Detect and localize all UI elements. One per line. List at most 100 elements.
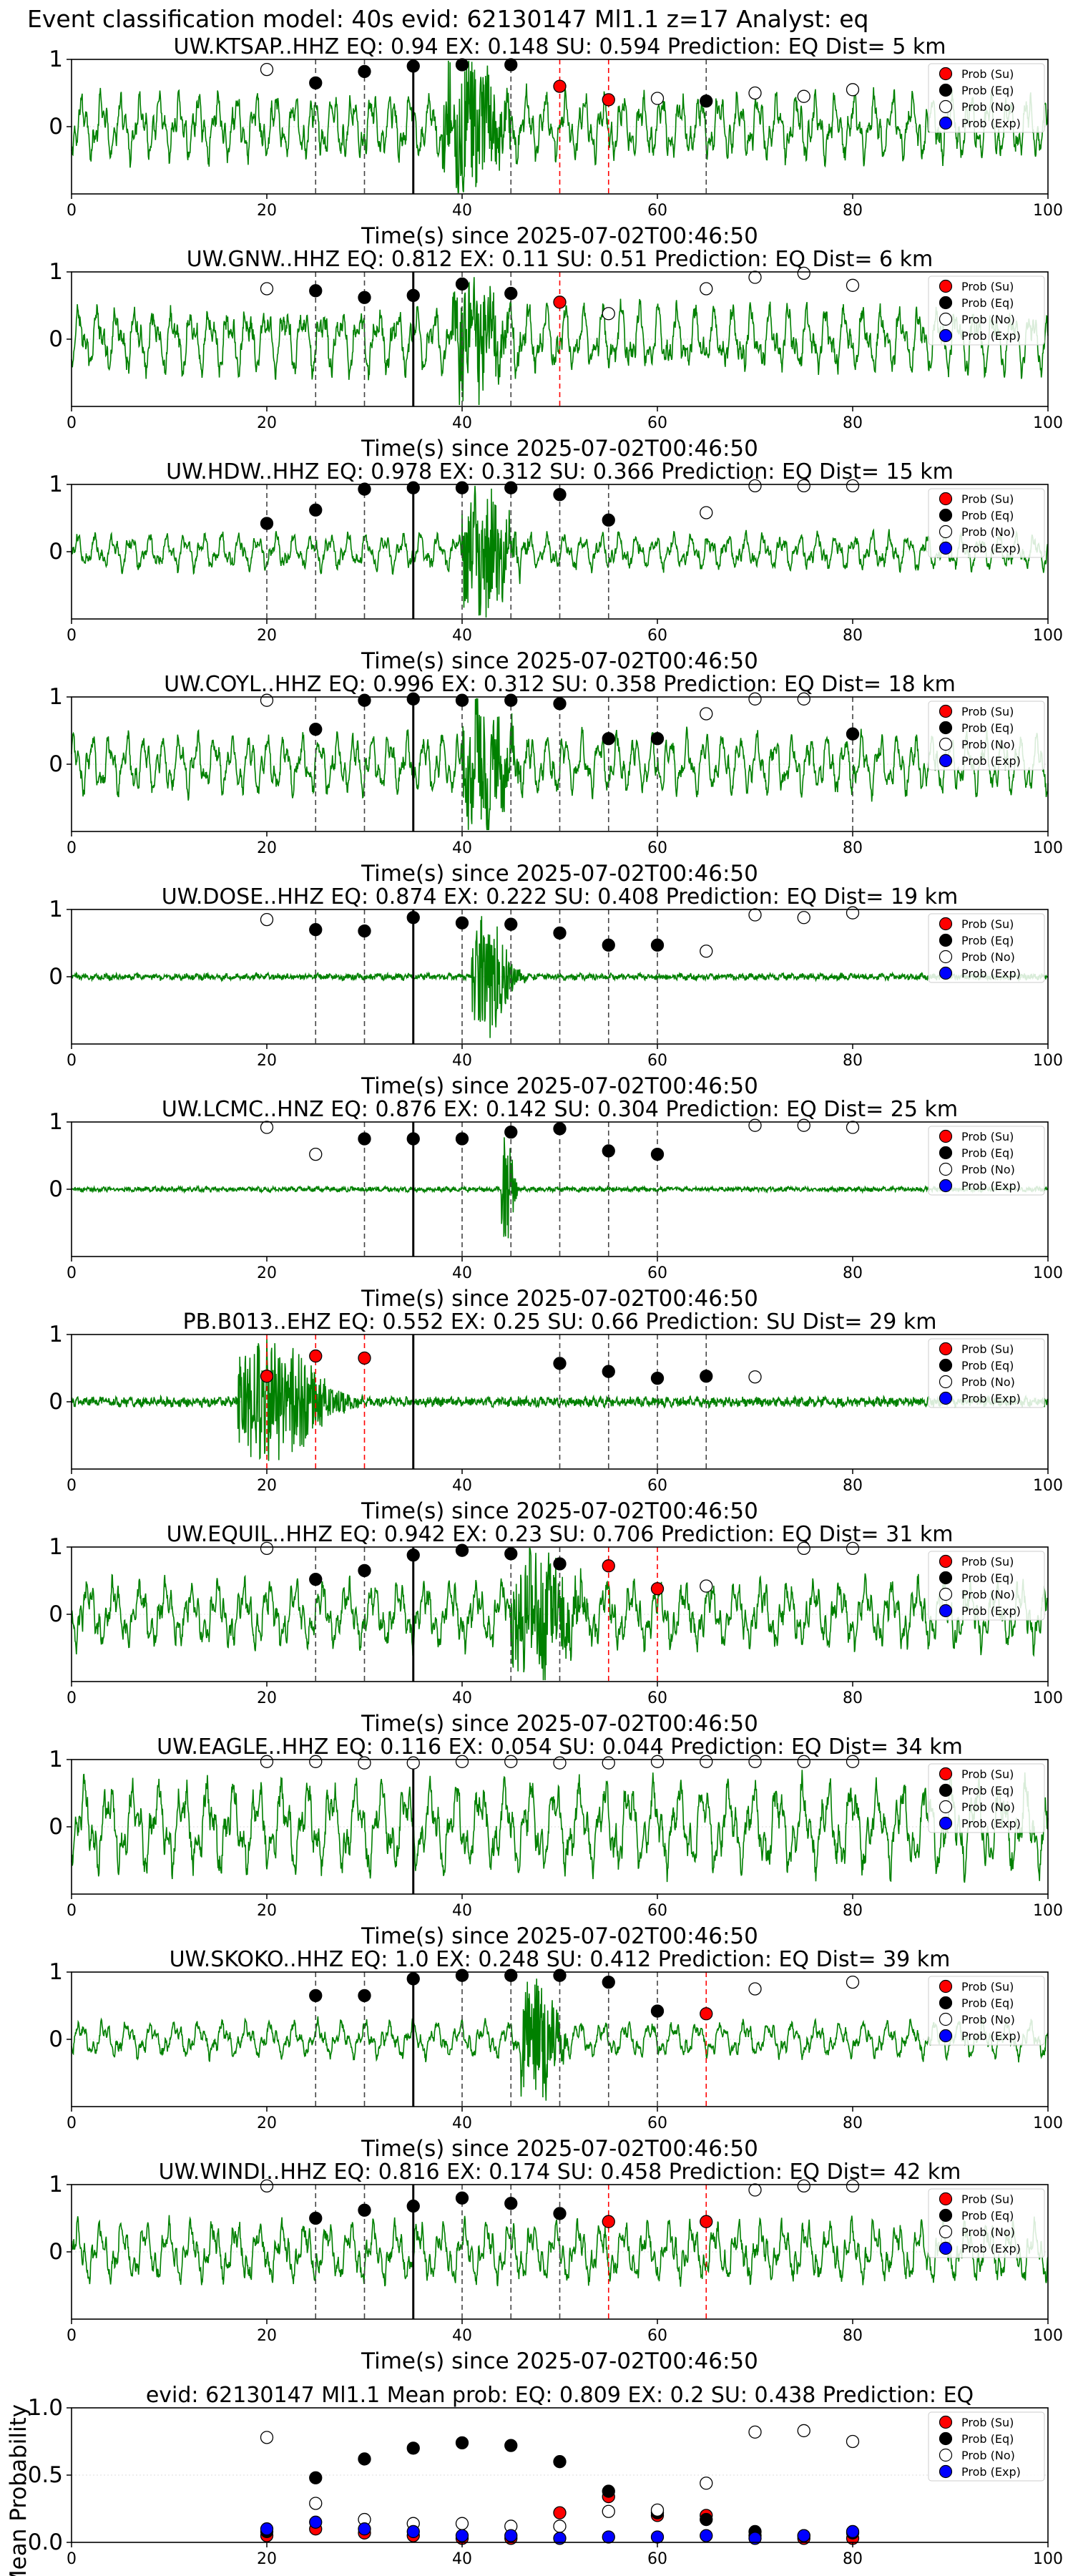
legend-marker-exp (939, 541, 953, 555)
legend-label-eq: Prob (Eq) (961, 2209, 1014, 2223)
x-tick-label: 80 (843, 1902, 863, 1920)
prob-point-eq (650, 938, 665, 952)
legend-label-exp: Prob (Exp) (961, 329, 1021, 343)
mean-point-exp (748, 2532, 762, 2545)
y-tick-label: 0 (49, 1601, 63, 1627)
station-panel-4: UW.COYL..HHZ EQ: 0.996 EX: 0.312 SU: 0.3… (49, 672, 1063, 887)
station-panel-5: UW.DOSE..HHZ EQ: 0.874 EX: 0.222 SU: 0.4… (49, 884, 1063, 1099)
prob-point-eq (406, 481, 420, 494)
x-tick-label: 0 (67, 2114, 77, 2132)
x-tick-label: 40 (452, 839, 472, 857)
legend-marker-su (939, 67, 953, 81)
prob-point-no (748, 1118, 762, 1132)
x-axis-label: Time(s) since 2025-07-02T00:46:50 (361, 1923, 758, 1949)
mean-probability-panel: evid: 62130147 Ml1.1 Mean prob: EQ: 0.80… (6, 2383, 1063, 2576)
legend-marker-su (939, 2192, 953, 2206)
prob-point-no (650, 1755, 665, 1768)
legend-marker-eq (939, 721, 953, 735)
waveform-trace (71, 1548, 1049, 1681)
prob-point-no (748, 1755, 762, 1768)
legend-marker-eq (939, 1783, 953, 1797)
legend-marker-eq (939, 933, 953, 947)
prob-point-eq (260, 517, 274, 530)
y-tick-label: 0.0 (28, 2529, 63, 2555)
prob-point-eq (358, 924, 371, 938)
legend-label-exp: Prob (Exp) (961, 1179, 1021, 1193)
legend-label-eq: Prob (Eq) (961, 2432, 1014, 2446)
mean-point-no (602, 2504, 615, 2518)
waveform-trace (71, 485, 1049, 618)
x-tick-label: 40 (452, 2327, 472, 2345)
x-tick-label: 20 (257, 1689, 277, 1707)
x-tick-label: 100 (1033, 2550, 1063, 2568)
panel-title: UW.EAGLE..HHZ EQ: 0.116 EX: 0.054 SU: 0.… (157, 1735, 963, 1760)
x-axis-label: Time(s) since 2025-07-02T00:46:50 (361, 861, 758, 887)
legend-label-no: Prob (No) (961, 1800, 1015, 1814)
legend-label-exp: Prob (Exp) (961, 2029, 1021, 2043)
prob-point-no (748, 270, 762, 284)
prob-point-eq (406, 59, 420, 73)
x-tick-label: 0 (67, 1052, 77, 1070)
prob-point-eq (358, 482, 371, 496)
x-tick-label: 100 (1033, 2114, 1063, 2132)
prob-point-eq (602, 513, 615, 527)
legend-label-eq: Prob (Eq) (961, 1146, 1014, 1160)
legend-label-su: Prob (Su) (961, 67, 1014, 81)
mean-point-no (553, 2519, 567, 2533)
prob-point-eq (650, 1371, 665, 1385)
prob-point-no (504, 1755, 518, 1768)
legend-label-no: Prob (No) (961, 100, 1015, 114)
x-tick-label: 60 (647, 627, 667, 645)
mean-point-exp (650, 2530, 665, 2544)
legend-marker-no (939, 2225, 953, 2239)
prob-point-eq (504, 286, 518, 301)
legend-marker-exp (939, 1179, 953, 1193)
prob-point-eq (553, 1557, 567, 1571)
prob-point-eq (553, 926, 567, 940)
legend-marker-exp (939, 328, 953, 343)
prob-point-no (260, 1121, 274, 1134)
legend-label-no: Prob (No) (961, 1375, 1015, 1389)
legend-label-no: Prob (No) (961, 1163, 1015, 1176)
panel-title: UW.DOSE..HHZ EQ: 0.874 EX: 0.222 SU: 0.4… (162, 884, 959, 909)
mean-point-no (455, 2517, 469, 2530)
mean-point-eq (309, 2471, 323, 2484)
x-tick-label: 0 (67, 627, 77, 645)
prob-point-no (260, 912, 274, 927)
x-tick-label: 0 (67, 839, 77, 857)
y-tick-label: 1 (49, 472, 63, 497)
legend-label-eq: Prob (Eq) (961, 934, 1014, 947)
waveform-trace (71, 698, 1049, 831)
prob-point-su (650, 1582, 665, 1596)
y-tick-label: 0 (49, 1176, 63, 1202)
station-panel-1: UW.KTSAP..HHZ EQ: 0.94 EX: 0.148 SU: 0.5… (49, 34, 1063, 249)
mean-point-exp (797, 2529, 810, 2542)
prob-point-no (748, 908, 762, 922)
prob-point-no (748, 2183, 762, 2197)
x-tick-label: 20 (257, 2114, 277, 2132)
y-tick-label: 1 (49, 259, 63, 285)
mean-point-exp (406, 2524, 420, 2539)
prob-point-no (748, 1370, 762, 1384)
x-tick-label: 60 (647, 2550, 667, 2568)
x-tick-label: 20 (257, 202, 277, 220)
panel-title: UW.EQUIL..HHZ EQ: 0.942 EX: 0.23 SU: 0.7… (167, 1522, 954, 1547)
prob-point-eq (504, 1547, 518, 1561)
legend-label-no: Prob (No) (961, 525, 1015, 539)
prob-point-eq (455, 1968, 469, 1982)
x-tick-label: 40 (452, 1477, 472, 1495)
prob-point-no (700, 282, 713, 296)
x-tick-label: 40 (452, 414, 472, 432)
mean-point-no (846, 2434, 860, 2449)
y-tick-label: 1 (49, 47, 63, 72)
legend-label-su: Prob (Su) (961, 2192, 1014, 2206)
legend-marker-no (939, 1162, 953, 1176)
prob-point-eq (504, 58, 518, 72)
legend-label-no: Prob (No) (961, 2225, 1015, 2239)
legend-marker-eq (939, 1146, 953, 1160)
prob-point-no (602, 307, 615, 321)
legend-box (928, 1126, 1045, 1196)
prob-point-eq (504, 481, 518, 494)
prob-point-eq (700, 1370, 713, 1383)
y-tick-label: 0 (49, 2239, 63, 2265)
